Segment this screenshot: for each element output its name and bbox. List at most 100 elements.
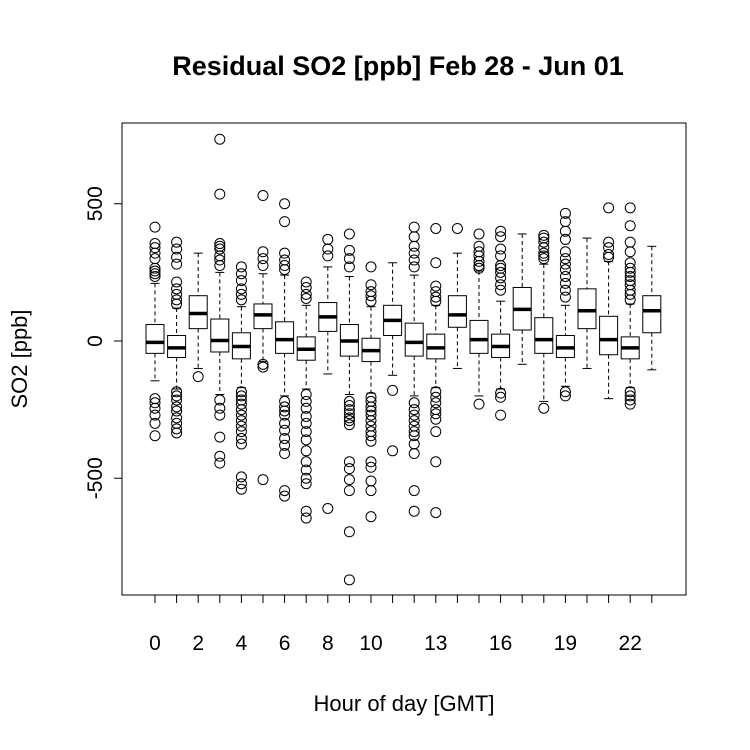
outlier-point [538, 253, 550, 265]
outlier-point [279, 247, 291, 259]
iqr-box [577, 288, 597, 330]
outlier-point [624, 220, 636, 232]
outlier-point [257, 260, 269, 272]
outlier-point [387, 445, 399, 457]
outlier-point [257, 474, 269, 486]
outlier-point [343, 228, 355, 240]
outlier-point [559, 258, 571, 270]
outlier-point [235, 478, 247, 490]
outlier-point [538, 247, 550, 259]
outlier-point [365, 401, 377, 413]
boxes-layer [145, 133, 662, 586]
box-hour-23 [642, 245, 662, 371]
outlier-point [279, 401, 291, 413]
outlier-point [451, 222, 463, 234]
outlier-point [495, 250, 507, 262]
x-tick-label: 10 [359, 632, 382, 655]
box-hour-5 [253, 190, 273, 486]
outlier-point [365, 435, 377, 447]
y-tick-label: -500 [84, 457, 107, 499]
outlier-point [559, 264, 571, 276]
outlier-point [538, 242, 550, 254]
outlier-point [430, 257, 442, 269]
outlier-point [171, 243, 183, 255]
outlier-point [149, 402, 161, 414]
outlier-point [235, 409, 247, 421]
outlier-point [300, 395, 312, 407]
outlier-point [430, 222, 442, 234]
outlier-point [430, 386, 442, 398]
outlier-point [365, 461, 377, 473]
outlier-point [214, 431, 226, 443]
y-axis: -500 0 500 [84, 186, 123, 499]
outlier-point [171, 412, 183, 424]
y-tick-label: 500 [84, 186, 107, 221]
box-hour-18 [534, 229, 554, 414]
outlier-point [495, 243, 507, 255]
outlier-point [235, 288, 247, 300]
box-hour-15 [469, 228, 489, 410]
outlier-point [300, 276, 312, 288]
outlier-point [408, 247, 420, 259]
outlier-point [322, 233, 334, 245]
y-tick-label: 0 [84, 335, 107, 347]
outlier-point [279, 216, 291, 228]
outlier-point [300, 512, 312, 524]
outlier-point [343, 404, 355, 416]
outlier-point [495, 231, 507, 243]
outlier-point [322, 502, 334, 514]
iqr-box [210, 318, 230, 353]
outlier-point [343, 408, 355, 420]
outlier-point [235, 483, 247, 495]
outlier-point [214, 260, 226, 272]
outlier-point [171, 405, 183, 417]
iqr-box [145, 324, 165, 354]
outlier-point [343, 485, 355, 497]
x-tick-label: 19 [554, 632, 577, 655]
outlier-point [430, 397, 442, 409]
outlier-point [300, 417, 312, 429]
outlier-point [257, 358, 269, 370]
outlier-point [624, 202, 636, 214]
outlier-point [235, 404, 247, 416]
box-hour-21 [599, 202, 619, 400]
outlier-point [257, 253, 269, 265]
outlier-point [300, 402, 312, 414]
box-hour-3 [210, 133, 230, 469]
outlier-point [343, 244, 355, 256]
box-hour-0 [145, 221, 165, 442]
outlier-point [149, 430, 161, 442]
x-axis-label: Hour of day [GMT] [314, 691, 495, 716]
outlier-point [343, 456, 355, 468]
outlier-point [408, 404, 420, 416]
box-hour-14 [447, 222, 467, 369]
outlier-point [171, 386, 183, 398]
outlier-point [495, 266, 507, 278]
outlier-point [624, 236, 636, 248]
outlier-point [214, 402, 226, 414]
outlier-point [408, 485, 420, 497]
outlier-point [624, 266, 636, 278]
box-hour-11 [383, 262, 403, 457]
iqr-box [447, 295, 467, 328]
outlier-point [408, 240, 420, 252]
outlier-point [559, 390, 571, 402]
outlier-point [300, 410, 312, 422]
outlier-point [408, 448, 420, 460]
outlier-point [235, 386, 247, 398]
outlier-point [343, 400, 355, 412]
outlier-point [149, 417, 161, 429]
outlier-point [408, 505, 420, 517]
x-tick-label: 16 [489, 632, 512, 655]
outlier-point [300, 478, 312, 490]
outlier-point [279, 198, 291, 210]
outlier-point [171, 283, 183, 295]
outlier-point [430, 426, 442, 438]
outlier-point [473, 260, 485, 272]
iqr-box [642, 295, 662, 334]
box-hour-8 [318, 233, 338, 514]
outlier-point [171, 401, 183, 413]
outlier-point [149, 262, 161, 274]
box-hour-19 [555, 207, 575, 402]
